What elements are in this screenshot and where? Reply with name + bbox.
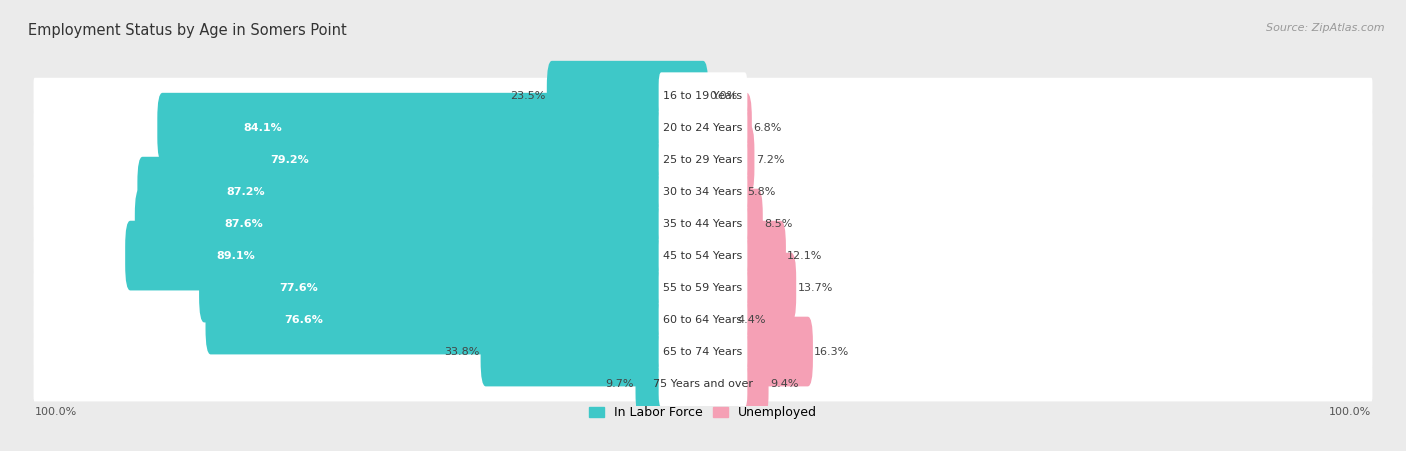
FancyBboxPatch shape: [34, 334, 1372, 369]
Text: 13.7%: 13.7%: [797, 283, 832, 293]
Text: Source: ZipAtlas.com: Source: ZipAtlas.com: [1267, 23, 1385, 32]
Text: 79.2%: 79.2%: [270, 155, 309, 165]
Text: 77.6%: 77.6%: [278, 283, 318, 293]
FancyBboxPatch shape: [636, 349, 709, 419]
FancyBboxPatch shape: [658, 232, 748, 279]
Text: 4.4%: 4.4%: [738, 314, 766, 325]
FancyBboxPatch shape: [34, 78, 1372, 114]
FancyBboxPatch shape: [200, 253, 709, 322]
FancyBboxPatch shape: [481, 317, 709, 387]
FancyBboxPatch shape: [658, 168, 748, 215]
FancyBboxPatch shape: [658, 136, 748, 183]
FancyBboxPatch shape: [34, 302, 1372, 337]
FancyBboxPatch shape: [658, 296, 748, 343]
Text: 33.8%: 33.8%: [444, 346, 479, 357]
FancyBboxPatch shape: [157, 93, 709, 162]
Text: 60 to 64 Years: 60 to 64 Years: [664, 314, 742, 325]
Text: 16.3%: 16.3%: [814, 346, 849, 357]
FancyBboxPatch shape: [34, 238, 1372, 273]
Text: 89.1%: 89.1%: [217, 251, 254, 261]
Text: 9.4%: 9.4%: [770, 378, 799, 388]
Text: 7.2%: 7.2%: [755, 155, 785, 165]
FancyBboxPatch shape: [697, 125, 755, 194]
Text: 0.0%: 0.0%: [710, 91, 738, 101]
Text: 20 to 24 Years: 20 to 24 Years: [664, 123, 742, 133]
Text: 30 to 34 Years: 30 to 34 Years: [664, 187, 742, 197]
FancyBboxPatch shape: [658, 104, 748, 151]
Text: 25 to 29 Years: 25 to 29 Years: [664, 155, 742, 165]
Text: 55 to 59 Years: 55 to 59 Years: [664, 283, 742, 293]
FancyBboxPatch shape: [125, 221, 709, 290]
Text: 65 to 74 Years: 65 to 74 Years: [664, 346, 742, 357]
Text: 35 to 44 Years: 35 to 44 Years: [664, 219, 742, 229]
FancyBboxPatch shape: [697, 157, 745, 226]
FancyBboxPatch shape: [697, 93, 752, 162]
Text: 8.5%: 8.5%: [763, 219, 793, 229]
Text: 23.5%: 23.5%: [510, 91, 546, 101]
Legend: In Labor Force, Unemployed: In Labor Force, Unemployed: [583, 401, 823, 424]
FancyBboxPatch shape: [658, 264, 748, 311]
Text: 100.0%: 100.0%: [1329, 406, 1371, 417]
FancyBboxPatch shape: [658, 72, 748, 119]
Text: 87.6%: 87.6%: [225, 219, 263, 229]
FancyBboxPatch shape: [188, 125, 709, 194]
FancyBboxPatch shape: [34, 366, 1372, 401]
Text: 84.1%: 84.1%: [243, 123, 283, 133]
Text: 6.8%: 6.8%: [754, 123, 782, 133]
FancyBboxPatch shape: [205, 285, 709, 354]
FancyBboxPatch shape: [697, 221, 786, 290]
FancyBboxPatch shape: [697, 285, 737, 354]
FancyBboxPatch shape: [34, 270, 1372, 305]
Text: 76.6%: 76.6%: [284, 314, 323, 325]
Text: 87.2%: 87.2%: [226, 187, 266, 197]
FancyBboxPatch shape: [34, 142, 1372, 178]
FancyBboxPatch shape: [138, 157, 709, 226]
FancyBboxPatch shape: [658, 360, 748, 407]
FancyBboxPatch shape: [697, 349, 769, 419]
Text: 12.1%: 12.1%: [787, 251, 823, 261]
FancyBboxPatch shape: [658, 200, 748, 247]
Text: 9.7%: 9.7%: [606, 378, 634, 388]
FancyBboxPatch shape: [697, 189, 763, 258]
FancyBboxPatch shape: [697, 317, 813, 387]
FancyBboxPatch shape: [658, 328, 748, 375]
FancyBboxPatch shape: [135, 189, 709, 258]
FancyBboxPatch shape: [34, 206, 1372, 242]
FancyBboxPatch shape: [547, 61, 709, 130]
Text: 16 to 19 Years: 16 to 19 Years: [664, 91, 742, 101]
Text: 5.8%: 5.8%: [747, 187, 775, 197]
Text: Employment Status by Age in Somers Point: Employment Status by Age in Somers Point: [28, 23, 347, 37]
FancyBboxPatch shape: [34, 110, 1372, 146]
Text: 100.0%: 100.0%: [35, 406, 77, 417]
FancyBboxPatch shape: [697, 253, 796, 322]
FancyBboxPatch shape: [34, 174, 1372, 210]
Text: 45 to 54 Years: 45 to 54 Years: [664, 251, 742, 261]
Text: 75 Years and over: 75 Years and over: [652, 378, 754, 388]
